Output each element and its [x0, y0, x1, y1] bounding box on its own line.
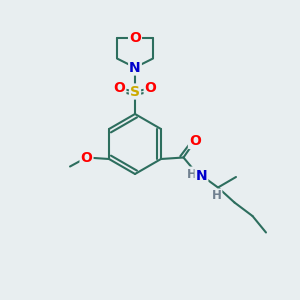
Text: N: N — [196, 169, 207, 182]
Text: O: O — [189, 134, 201, 148]
Text: H: H — [212, 189, 221, 203]
Text: O: O — [113, 82, 125, 95]
Text: S: S — [130, 85, 140, 98]
Text: N: N — [129, 61, 141, 74]
Text: O: O — [129, 31, 141, 44]
Text: O: O — [145, 82, 157, 95]
Text: H: H — [187, 167, 197, 181]
Text: O: O — [81, 151, 92, 164]
